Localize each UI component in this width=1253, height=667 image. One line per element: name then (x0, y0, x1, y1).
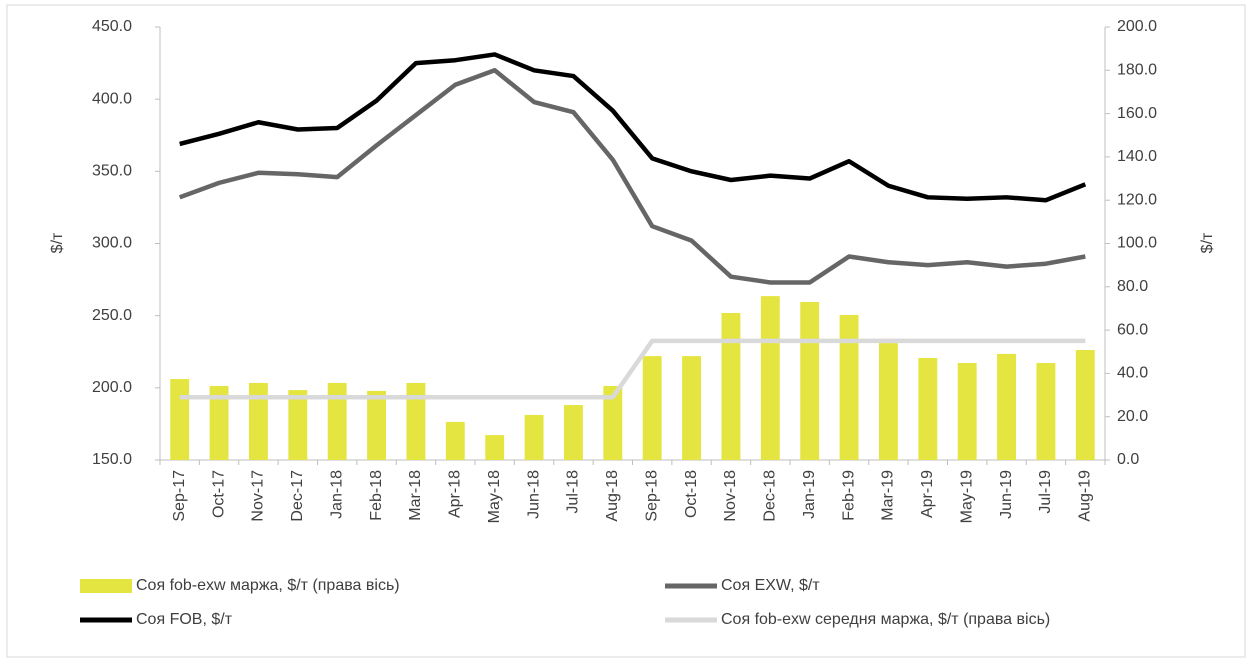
bar (603, 385, 623, 460)
bar (1036, 363, 1056, 460)
bar (445, 421, 465, 460)
x-tick-label: Nov-18 (722, 470, 739, 522)
y-tick-label: 350.0 (92, 163, 132, 180)
y-tick-label: 300.0 (92, 235, 132, 252)
x-tick-label: Feb-19 (840, 470, 857, 521)
x-tick-label: Feb-18 (368, 470, 385, 521)
x-tick-label: May-19 (958, 470, 975, 523)
legend-label: Соя fob-exw маржа, $/т (права вісь) (136, 577, 400, 594)
bar (248, 382, 268, 460)
bar (367, 390, 387, 460)
x-tick-label: Jun-18 (525, 470, 542, 519)
y2-axis-label: $/т (1199, 232, 1216, 253)
y-tick-label: 400.0 (92, 90, 132, 107)
y2-tick-label: 160.0 (1117, 105, 1157, 122)
bar (209, 385, 229, 460)
bar (327, 382, 347, 460)
bar (682, 356, 702, 460)
bar (957, 363, 977, 460)
bar (878, 343, 898, 460)
y2-tick-label: 60.0 (1117, 321, 1148, 338)
x-tick-label: Jul-19 (1037, 470, 1054, 514)
x-tick-label: Jul-18 (565, 470, 582, 514)
y2-tick-label: 140.0 (1117, 148, 1157, 165)
y2-tick-label: 100.0 (1117, 235, 1157, 252)
y-axis-label: $/т (49, 232, 66, 253)
bar (485, 435, 505, 460)
y-tick-label: 150.0 (92, 451, 132, 468)
line (179, 338, 1086, 400)
x-tick-label: Apr-18 (447, 470, 464, 518)
legend-label: Соя fob-exw середня маржа, $/т (права ві… (721, 611, 1050, 628)
x-tick-label: Jun-19 (998, 470, 1015, 519)
bar (839, 314, 859, 460)
y2-tick-label: 120.0 (1117, 191, 1157, 208)
x-tick-label: Apr-19 (919, 470, 936, 518)
bar (760, 296, 780, 460)
bar (997, 353, 1017, 460)
x-tick-label: Oct-17 (210, 470, 227, 518)
bar (918, 358, 938, 460)
legend-label: Соя FOB, $/т (136, 611, 233, 628)
bar (642, 356, 662, 460)
legend-label: Соя EXW, $/т (721, 577, 820, 594)
x-tick-label: Dec-17 (289, 470, 306, 522)
bar (170, 379, 190, 460)
x-tick-label: Mar-19 (880, 470, 897, 521)
x-tick-label: Jan-19 (801, 470, 818, 519)
y2-tick-label: 20.0 (1117, 408, 1148, 425)
y2-tick-label: 80.0 (1117, 278, 1148, 295)
x-tick-label: Nov-17 (250, 470, 267, 522)
x-tick-label: Aug-18 (604, 470, 621, 522)
x-tick-label: Oct-18 (683, 470, 700, 518)
bar (1075, 350, 1095, 460)
bar (288, 390, 308, 460)
x-tick-label: Sep-17 (171, 470, 188, 522)
line (178, 68, 1086, 285)
bar (524, 414, 544, 460)
bar (406, 382, 426, 460)
bar (721, 312, 741, 460)
x-tick-label: Sep-18 (643, 470, 660, 522)
x-tick-label: Aug-19 (1077, 470, 1094, 522)
y2-tick-label: 200.0 (1117, 18, 1157, 35)
y2-tick-label: 180.0 (1117, 62, 1157, 79)
y-tick-label: 200.0 (92, 379, 132, 396)
y2-tick-label: 0.0 (1117, 451, 1139, 468)
x-tick-label: Mar-18 (407, 470, 424, 521)
y-tick-label: 450.0 (92, 18, 132, 35)
x-tick-label: Dec-18 (762, 470, 779, 522)
frame (6, 4, 1246, 658)
bar (800, 301, 820, 460)
x-tick-label: May-18 (486, 470, 503, 523)
line (179, 52, 1087, 203)
bar (563, 405, 583, 460)
y2-tick-label: 40.0 (1117, 365, 1148, 382)
legend-swatch (80, 579, 132, 593)
x-tick-label: Jan-18 (328, 470, 345, 519)
y-tick-label: 250.0 (92, 307, 132, 324)
